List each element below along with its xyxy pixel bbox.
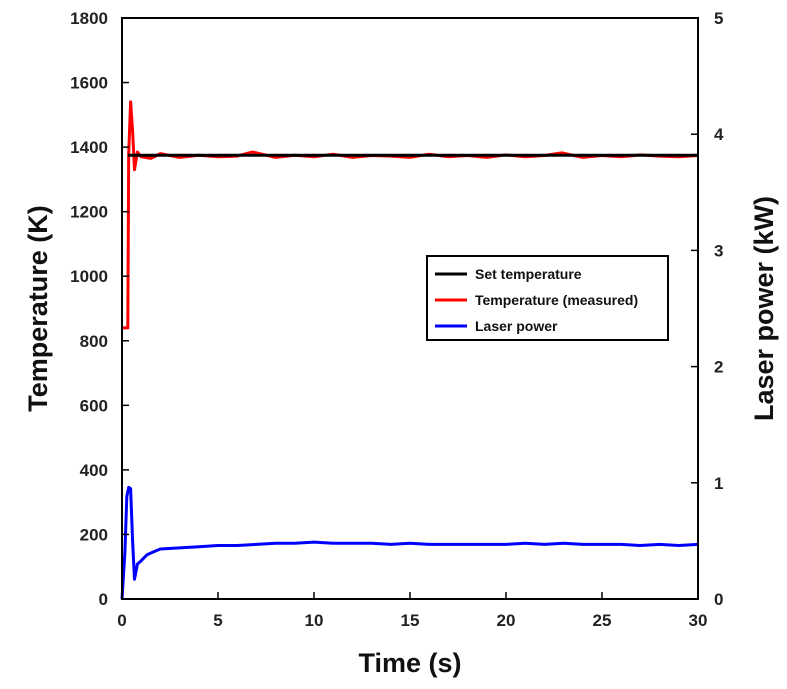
x-tick-label: 25: [593, 611, 612, 630]
y-left-tick-label: 1000: [70, 267, 108, 286]
legend-label: Set temperature: [475, 266, 582, 282]
x-tick-label: 15: [401, 611, 420, 630]
y-left-tick-label: 400: [80, 461, 108, 480]
y-right-tick-label: 4: [714, 125, 724, 144]
y-left-tick-label: 0: [99, 590, 108, 609]
x-tick-label: 5: [213, 611, 222, 630]
y-right-tick-label: 5: [714, 9, 723, 28]
y-axis-left-title: Temperature (K): [23, 205, 53, 412]
y-right-tick-label: 0: [714, 590, 723, 609]
legend-box: [426, 255, 669, 341]
ticks-layer: 0 5 10 15 20 25 300200400600800100012001400160…: [70, 9, 724, 630]
y-axis-right-title: Laser power (kW): [749, 196, 779, 421]
y-right-tick-label: 1: [714, 474, 723, 493]
y-right-tick-label: 3: [714, 241, 723, 260]
x-tick-label: 20: [497, 611, 516, 630]
x-tick-label: 30: [689, 611, 708, 630]
x-axis-title: Time (s): [358, 648, 461, 678]
x-tick-label: 0: [117, 611, 126, 630]
y-left-tick-label: 1600: [70, 74, 108, 93]
y-left-tick-label: 200: [80, 525, 108, 544]
legend: Set temperature Temperature (measured) Las…: [426, 255, 669, 341]
y-left-tick-label: 1200: [70, 203, 108, 222]
series-line-2: [120, 485, 699, 600]
y-left-tick-label: 1800: [70, 9, 108, 28]
y-left-tick-label: 1400: [70, 138, 108, 157]
x-tick-label: 10: [305, 611, 324, 630]
y-right-tick-label: 2: [714, 358, 723, 377]
series-layer: [120, 100, 699, 600]
y-left-tick-label: 800: [80, 332, 108, 351]
legend-label: Temperature (measured): [475, 292, 638, 308]
legend-label: Laser power: [475, 318, 558, 334]
y-left-tick-label: 600: [80, 396, 108, 415]
